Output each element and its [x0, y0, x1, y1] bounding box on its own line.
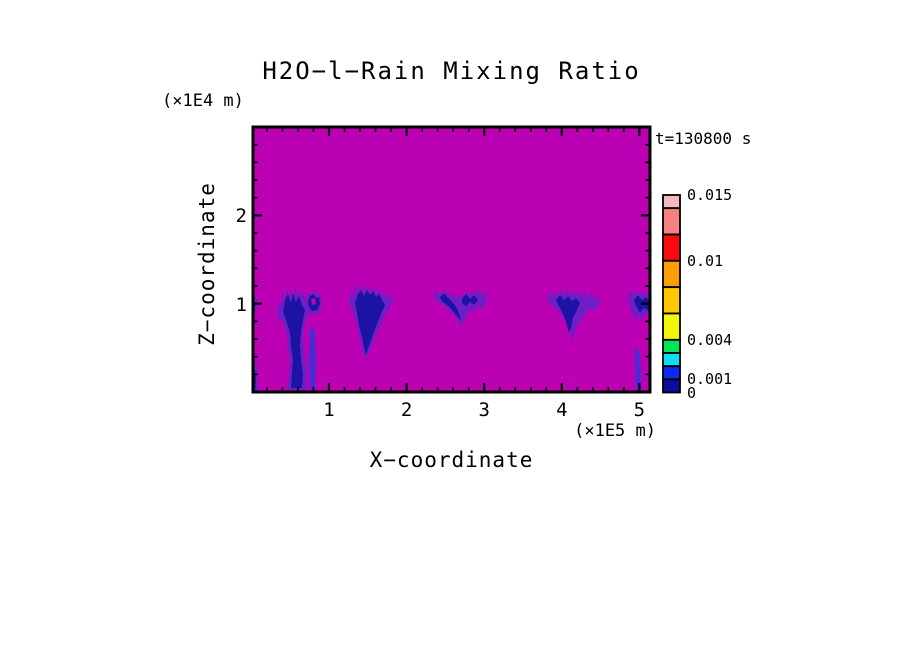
colorbar-label: 0.015 [687, 186, 733, 204]
plot-border [251, 125, 652, 394]
colorbar-label: 0.01 [687, 251, 724, 270]
colorbar-segment [662, 259, 681, 289]
colorbar-segment [662, 312, 681, 341]
z-tick-label: 2 [235, 205, 247, 228]
rain-region-streak-g-core [637, 353, 640, 390]
x-tick-label: 4 [556, 399, 568, 421]
timestamp-label: t=130800 s [655, 129, 752, 148]
colorbar-label: 0 [687, 383, 697, 402]
x-tick-label: 5 [633, 399, 646, 421]
colorbar-segment [662, 352, 681, 368]
colorbar-segment [662, 233, 681, 262]
colorbar-segment [662, 365, 681, 381]
x-axis-unit-label: (×1E5 m) [574, 421, 656, 441]
rain-region-cell-a-core [283, 293, 305, 388]
colorbar [662, 194, 681, 394]
rain-region-cell-d-core2 [462, 294, 478, 306]
x-tick-label: 1 [323, 399, 335, 421]
z-tick-label: 1 [235, 293, 247, 316]
x-axis-title: X−coordinate [369, 448, 534, 472]
rain-region-cell-d-core [440, 293, 461, 321]
x-tick-label: 3 [478, 399, 490, 421]
rain-region-streak-b-core [311, 332, 314, 390]
colorbar-segment [662, 194, 681, 210]
colorbar-label: 0.001 [687, 370, 733, 389]
plot-field-background [253, 127, 650, 392]
colorbar-segment [662, 338, 681, 354]
rain-regions [253, 283, 650, 392]
rain-region-cell-e-core [556, 295, 580, 333]
x-tick-label: 2 [400, 399, 413, 421]
z-axis-unit-label: (×1E4 m) [162, 91, 244, 111]
z-axis-title: Z−coordinate [195, 182, 219, 346]
rain-region-cell-b-hole [311, 298, 316, 305]
colorbar-segment [662, 378, 681, 394]
chart-title: H2O−l−Rain Mixing Ratio [262, 57, 641, 85]
colorbar-segment [662, 286, 681, 315]
rain-region-cell-c-core [355, 290, 385, 355]
colorbar-label: 0.004 [687, 330, 733, 349]
colorbar-segment [662, 207, 681, 236]
